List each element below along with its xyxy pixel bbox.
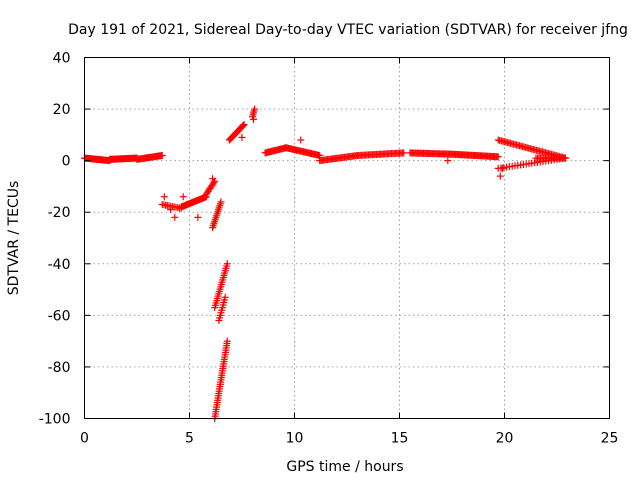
data-point xyxy=(297,136,305,144)
axis-ticks: 0 5 10 15 20 25 -100 -80 -60 -40 -20 0 20 40 xyxy=(39,51,619,447)
data-point xyxy=(223,260,231,268)
x-axis-label: GPS time / hours xyxy=(286,459,403,475)
data-point xyxy=(223,337,231,345)
y-tick-label: -80 xyxy=(48,360,71,376)
data-point xyxy=(239,121,247,129)
y-tick-label: 20 xyxy=(53,102,71,118)
data-point xyxy=(498,164,506,172)
chart-title: Day 191 of 2021, Sidereal Day-to-day VTE… xyxy=(68,22,628,38)
data-point xyxy=(240,121,248,129)
data-point xyxy=(251,105,259,113)
data-point xyxy=(496,172,504,180)
data-point xyxy=(238,133,246,141)
data-point xyxy=(179,193,187,201)
grid xyxy=(84,57,610,419)
x-tick-label: 0 xyxy=(80,431,89,447)
data-point xyxy=(158,151,166,159)
data-point xyxy=(221,293,229,301)
y-tick-label: -40 xyxy=(48,257,71,273)
data-point xyxy=(209,175,217,183)
data-point xyxy=(561,154,569,162)
y-axis-label: SDTVAR / TECUs xyxy=(6,181,22,296)
x-tick-label: 5 xyxy=(185,431,194,447)
y-tick-label: -100 xyxy=(39,412,71,428)
x-tick-label: 10 xyxy=(286,431,304,447)
y-tick-label: 40 xyxy=(53,51,71,67)
data-point xyxy=(167,206,175,214)
data-point xyxy=(250,115,258,123)
data-point xyxy=(171,213,179,221)
data-point xyxy=(194,213,202,221)
x-tick-label: 20 xyxy=(496,431,514,447)
y-tick-label: -60 xyxy=(48,308,71,324)
data-point xyxy=(160,193,168,201)
y-tick-label: -20 xyxy=(48,205,71,221)
x-tick-label: 25 xyxy=(601,431,619,447)
data-point xyxy=(444,157,452,165)
data-point xyxy=(239,122,247,130)
data-point xyxy=(400,149,408,157)
plot-frame xyxy=(84,57,610,419)
data-point xyxy=(210,179,218,187)
y-tick-label: 0 xyxy=(62,154,71,170)
data-point xyxy=(217,198,225,206)
x-tick-label: 15 xyxy=(391,431,409,447)
data-points xyxy=(81,105,569,422)
data-point xyxy=(494,153,502,161)
